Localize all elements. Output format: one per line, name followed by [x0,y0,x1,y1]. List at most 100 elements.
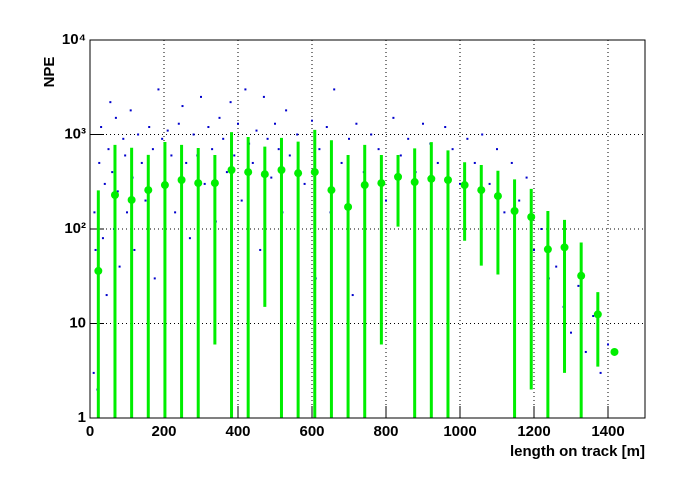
scatter-point [266,137,269,140]
scatter-point [377,148,380,151]
scatter-point [584,350,587,353]
scatter-point [392,116,395,119]
x-tick-label: 1400 [591,423,624,440]
scatter-point [151,148,154,151]
scatter-point [244,88,247,91]
scatter-point [114,116,117,119]
scatter-point [496,148,498,151]
scatter-point [188,237,191,240]
scatter-point [262,95,265,98]
scatter-point [94,248,97,251]
profile-point [443,176,452,185]
scatter-point [607,343,609,346]
x-tick-label: 400 [225,423,250,440]
scatter-point [333,88,336,91]
scatter-point [503,211,506,214]
profile-point [577,271,586,280]
scatter-point [166,129,169,132]
scatter-point [255,129,258,132]
profile-point [144,186,153,195]
profile-point [244,168,253,177]
scatter-point [126,211,128,214]
scatter-point [473,161,476,164]
scatter-point [355,122,358,125]
scatter-point [229,101,232,104]
profile-point [194,179,203,188]
scatter-point [133,248,136,251]
profile-point [610,347,619,356]
scatter-point [459,182,461,185]
scatter-point [318,148,321,151]
x-tick-label: 1200 [517,423,550,440]
scatter-point [270,176,273,179]
x-tick-label: 600 [299,423,324,440]
scatter-point [444,126,447,129]
scatter-point [161,137,164,140]
profile-point [344,202,353,211]
scatter-point [181,105,184,108]
scatter-point [274,122,276,125]
profile-point [210,179,219,188]
x-tick-label: 200 [151,423,176,440]
profile-point [127,195,136,204]
profile-point [160,181,169,190]
scatter-point [303,182,306,185]
scatter-point [592,315,595,318]
scatter-point [599,371,602,374]
scatter-point [192,133,195,136]
profile-point [527,212,536,221]
y-axis-label: NPE [41,57,58,88]
x-tick-label: 800 [373,423,398,440]
scatter-point [340,161,343,164]
scatter-point [129,109,132,112]
scatter-point [218,116,221,119]
x-axis-label: length on track [m] [510,443,645,460]
scatter-point [481,133,484,136]
scatter-point [107,148,110,151]
scatter-point [555,265,558,268]
scatter-point [137,133,140,136]
profile-point [460,181,469,190]
profile-point [560,243,569,252]
scatter-point [285,109,288,112]
scatter-point [109,101,112,104]
profile-point [177,176,186,185]
scatter-point [488,182,491,185]
profile-point [227,166,236,175]
y-tick-label: 10 [69,314,86,331]
scatter-point [370,133,373,136]
scatter-point [233,154,236,157]
scatter-point [533,248,535,251]
scatter-point [399,154,402,157]
profile-point [377,179,386,188]
scatter-point [92,371,95,374]
scatter-point [103,182,106,185]
scatter-point [351,294,354,297]
scatter-point [118,265,121,268]
profile-point [543,245,552,254]
profile-point [260,170,269,179]
scatter-point [436,161,439,164]
profile-point [360,181,369,190]
scatter-point [225,171,228,174]
scatter-point [325,126,328,129]
scatter-point [177,122,180,125]
scatter-point [111,171,114,174]
profile-point [510,207,519,216]
scatter-point [105,294,108,297]
scatter-point [540,228,543,230]
scatter-point [385,199,387,202]
y-tick-label: 10³ [64,125,86,142]
profile-point [94,266,103,275]
scatter-point [311,119,313,122]
scatter-point [237,122,239,125]
scatter-point [207,126,210,129]
scatter-point [510,161,513,164]
scatter-point [518,199,521,202]
y-tick-label: 10² [64,220,86,237]
scatter-point [277,148,280,151]
profile-point [427,174,436,183]
scatter-point [577,284,580,287]
scatter-point [122,137,125,140]
